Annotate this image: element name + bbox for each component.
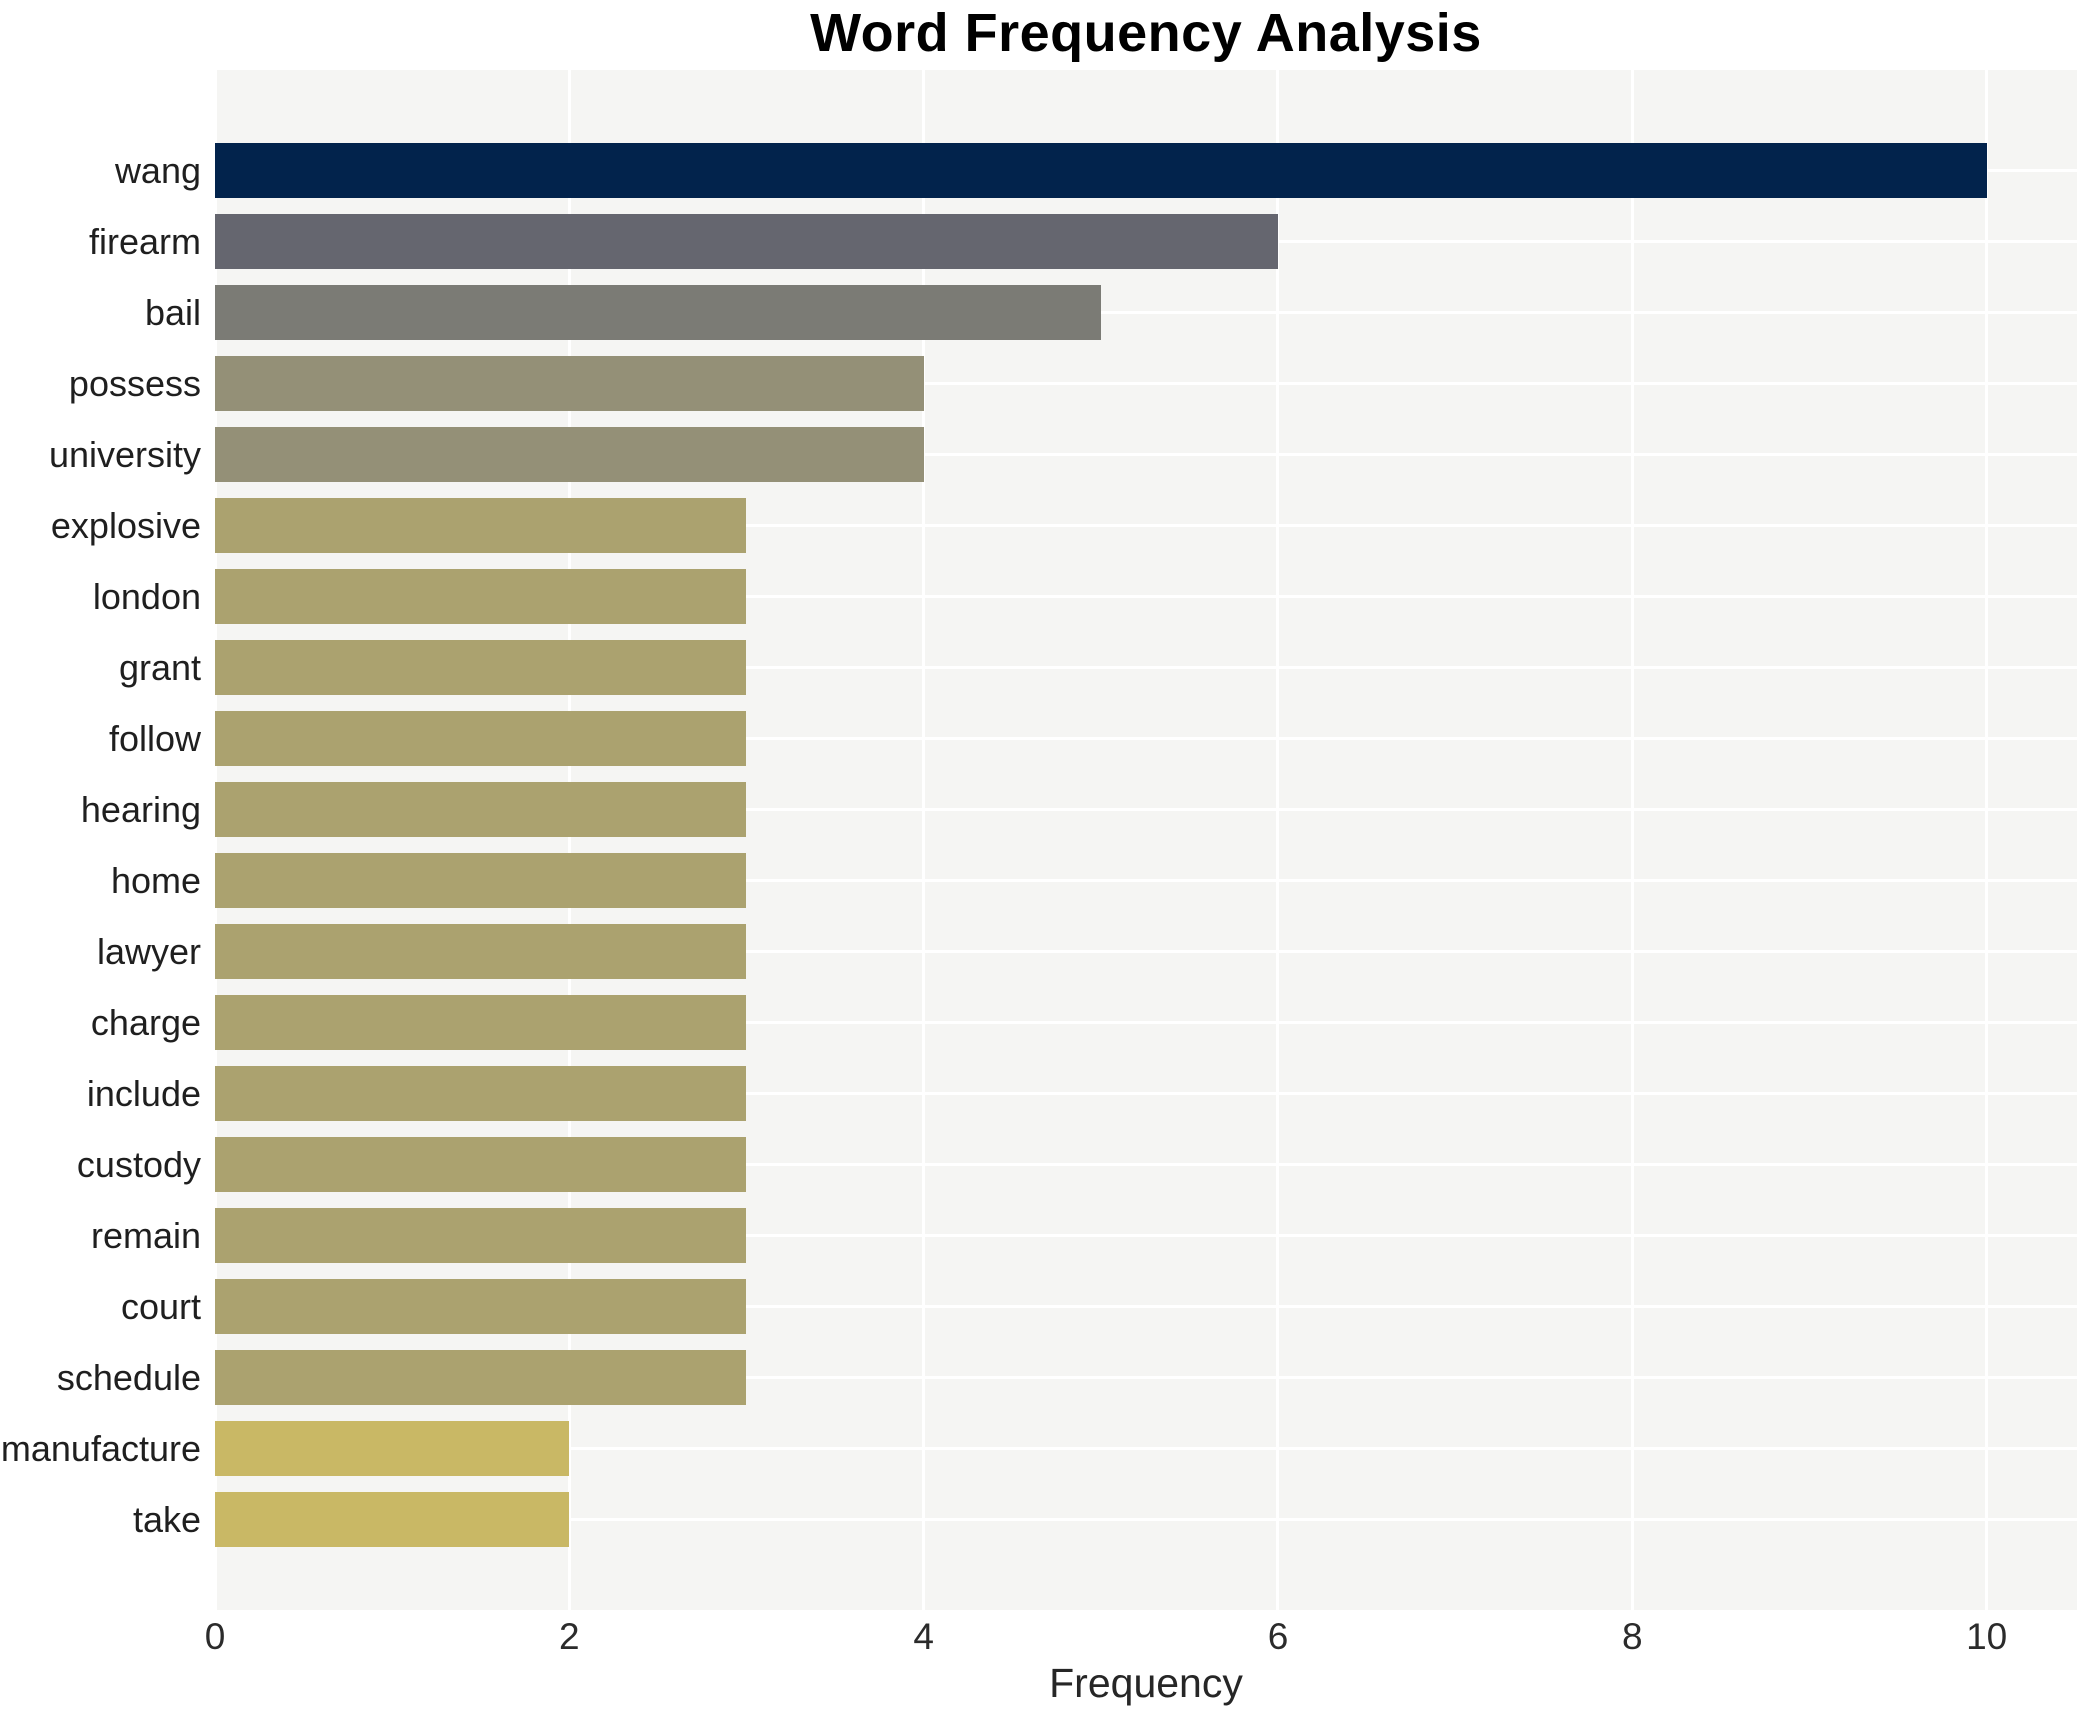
horizontal-gridline <box>215 1376 2077 1379</box>
bar-home <box>215 853 747 908</box>
vertical-gridline <box>1276 70 1280 1610</box>
bar-hearing <box>215 782 747 837</box>
y-axis-label: hearing <box>80 788 201 830</box>
y-axis-label: manufacture <box>0 1427 201 1469</box>
horizontal-gridline <box>215 666 2077 669</box>
plot-area <box>213 70 2077 1610</box>
bar-wang <box>215 143 1987 198</box>
bar-include <box>215 1066 747 1121</box>
bar-remain <box>215 1208 747 1263</box>
x-tick-label: 6 <box>1267 1616 1289 1657</box>
x-tick-label: 10 <box>1966 1616 2008 1657</box>
horizontal-gridline <box>215 1163 2077 1166</box>
y-axis-label: include <box>86 1072 201 1114</box>
horizontal-gridline <box>215 453 2077 456</box>
vertical-gridline <box>1630 70 1634 1610</box>
vertical-gridline <box>922 70 926 1610</box>
x-axis-title: Frequency <box>1049 1660 1243 1706</box>
horizontal-gridline <box>215 1447 2077 1450</box>
y-axis-label: remain <box>90 1214 201 1256</box>
y-axis-label: charge <box>90 1001 201 1043</box>
horizontal-gridline <box>215 737 2077 740</box>
horizontal-gridline <box>215 1305 2077 1308</box>
bar-manufacture <box>215 1421 570 1476</box>
bar-charge <box>215 995 747 1050</box>
bar-schedule <box>215 1350 747 1405</box>
y-axis-label: possess <box>68 362 201 404</box>
bar-take <box>215 1492 570 1547</box>
y-axis-label: schedule <box>56 1356 201 1398</box>
x-tick-label: 2 <box>559 1616 580 1657</box>
y-axis-label: home <box>110 859 201 901</box>
y-axis-label: university <box>48 433 201 475</box>
bar-court <box>215 1279 747 1334</box>
horizontal-gridline <box>215 1092 2077 1095</box>
horizontal-gridline <box>215 879 2077 882</box>
bar-explosive <box>215 498 747 553</box>
y-axis-label: firearm <box>88 220 201 262</box>
x-tick-label: 0 <box>204 1616 226 1657</box>
bar-possess <box>215 356 924 411</box>
horizontal-gridline <box>215 595 2077 598</box>
x-axis-tick-labels: 0 2 4 6 8 10 <box>205 1616 2077 1664</box>
y-axis-label: court <box>120 1285 201 1327</box>
y-axis-label: lawyer <box>96 930 201 972</box>
bar-follow <box>215 711 747 766</box>
y-axis-label: custody <box>76 1143 201 1185</box>
horizontal-gridline <box>215 808 2077 811</box>
bar-custody <box>215 1137 747 1192</box>
bar-university <box>215 427 924 482</box>
y-axis-label: grant <box>118 646 201 688</box>
bar-lawyer <box>215 924 747 979</box>
vertical-gridline <box>567 70 571 1610</box>
vertical-gridline <box>213 70 217 1610</box>
horizontal-gridline <box>215 382 2077 385</box>
horizontal-gridline <box>215 1518 2077 1521</box>
chart-title: Word Frequency Analysis <box>810 3 1482 63</box>
x-tick-label: 4 <box>913 1616 934 1657</box>
bar-firearm <box>215 214 1278 269</box>
horizontal-gridline <box>215 950 2077 953</box>
horizontal-gridline <box>215 1234 2077 1237</box>
vertical-gridline <box>1985 70 1989 1610</box>
y-axis-label: follow <box>108 717 201 759</box>
horizontal-gridline <box>215 1021 2077 1024</box>
y-axis-label: bail <box>144 291 201 333</box>
x-tick-label: 8 <box>1622 1616 1643 1657</box>
bar-grant <box>215 640 747 695</box>
y-axis-label: london <box>92 575 201 617</box>
y-axis-label: explosive <box>50 504 201 546</box>
bar-london <box>215 569 747 624</box>
horizontal-gridline <box>215 524 2077 527</box>
y-axis-label: wang <box>114 149 201 191</box>
horizontal-gridline <box>215 311 2077 314</box>
y-axis-label: take <box>132 1498 201 1540</box>
y-axis-labels: wang firearm bail possess university explosiv… <box>0 135 201 1555</box>
bar-bail <box>215 285 1101 340</box>
